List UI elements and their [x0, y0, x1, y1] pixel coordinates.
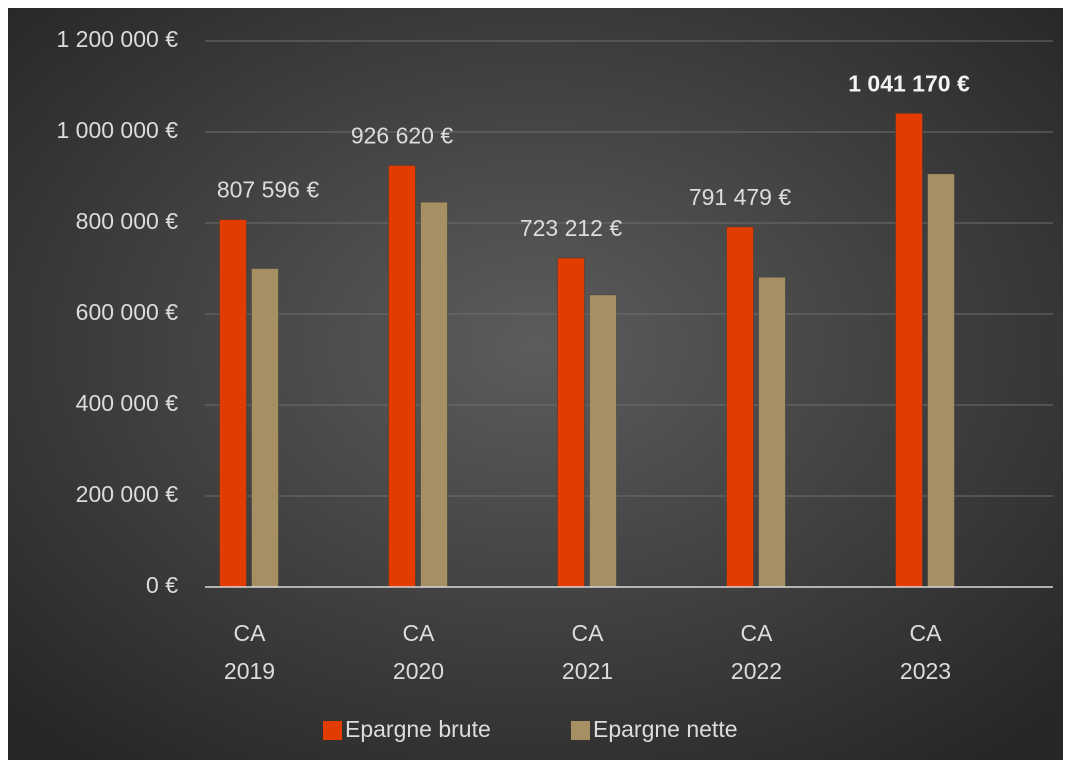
y-tick-label: 1 200 000 € [56, 26, 178, 52]
bar [388, 165, 416, 588]
x-tick-label: CA 2023 [899, 620, 952, 684]
x-tick-label: CA 2021 [561, 620, 614, 684]
y-tick-label: 800 000 € [76, 208, 179, 234]
x-tick-label: CA 2022 [730, 620, 783, 684]
y-tick-label: 200 000 € [76, 481, 179, 507]
data-label: 807 596 € [217, 177, 320, 203]
legend-label: Epargne brute [345, 716, 491, 742]
bar [251, 268, 279, 588]
bar [420, 201, 448, 588]
legend-label: Epargne nette [593, 716, 738, 742]
bar [557, 257, 585, 588]
y-tick-label: 0 € [146, 572, 178, 598]
data-label: 723 212 € [520, 215, 623, 241]
legend-swatch [571, 721, 590, 740]
legend-swatch [323, 721, 342, 740]
y-tick-label: 1 000 000 € [56, 117, 178, 143]
bar [758, 276, 786, 588]
y-tick-label: 600 000 € [76, 299, 179, 325]
bar [589, 294, 617, 588]
bar [927, 173, 955, 588]
bar [726, 226, 754, 588]
data-label: 1 041 170 € [848, 70, 970, 96]
chart-background [8, 8, 1063, 760]
data-label: 926 620 € [351, 122, 454, 148]
x-tick-label: CA 2020 [392, 620, 445, 684]
x-tick-label: CA 2019 [223, 620, 276, 684]
bar [219, 219, 247, 588]
data-label: 791 479 € [689, 184, 792, 210]
y-tick-label: 400 000 € [76, 390, 179, 416]
bar [895, 113, 923, 588]
